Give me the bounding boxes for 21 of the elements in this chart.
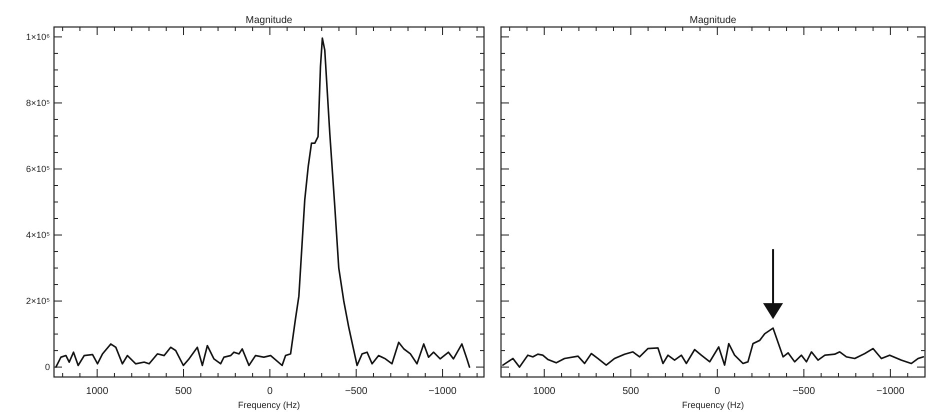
line-series [55,37,470,368]
x-tick-label: 0 [267,386,274,397]
chart-title: Magnitude [246,15,293,26]
x-tick-label: −500 [792,386,816,397]
x-axis-title: Frequency (Hz) [682,400,744,410]
y-tick-label: 6×10⁵ [26,164,50,174]
y-tick-label: 8×10⁵ [26,98,50,108]
x-tick-label: −1000 [876,386,905,397]
x-tick-label: −500 [344,386,368,397]
x-axis-title: Frequency (Hz) [238,400,300,410]
y-tick-label: 4×10⁵ [26,230,50,240]
x-tick-label: −1000 [428,386,458,397]
y-tick-label: 2×10⁵ [26,296,50,306]
x-tick-label: 500 [175,386,192,397]
x-tick-label: 0 [714,386,721,397]
y-tick-label: 0 [44,362,50,372]
chart-title: Magnitude [690,15,737,26]
x-tick-label: 500 [622,386,640,397]
x-tick-label: 1000 [533,386,556,397]
x-tick-label: 1000 [86,386,109,397]
y-tick-label: 1×10⁶ [26,32,50,42]
